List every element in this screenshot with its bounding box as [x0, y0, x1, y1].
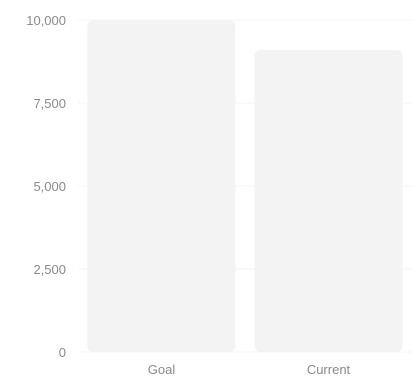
y-axis-ticks: 0 2,500 5,000 7,500 10,000: [26, 13, 66, 360]
y-tick-label: 10,000: [26, 13, 66, 28]
y-tick-label: 5,000: [33, 179, 66, 194]
y-tick-label: 2,500: [33, 262, 66, 277]
y-tick-label: 0: [59, 345, 66, 360]
x-axis-labels: Goal Current: [148, 362, 351, 377]
x-tick-label-goal: Goal: [148, 362, 176, 377]
y-tick-label: 7,500: [33, 96, 66, 111]
bar-goal: [87, 20, 236, 352]
bar-current: [254, 49, 403, 352]
x-tick-label-current: Current: [307, 362, 351, 377]
bars: [87, 20, 403, 352]
